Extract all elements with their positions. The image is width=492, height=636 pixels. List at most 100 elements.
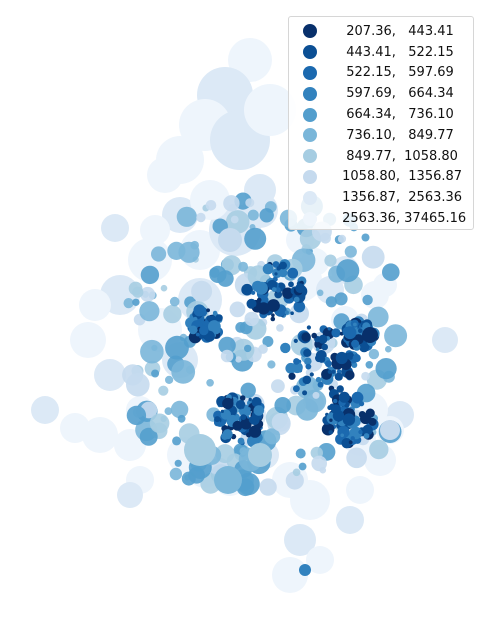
legend-swatch-icon bbox=[303, 65, 317, 80]
region-shape bbox=[221, 432, 229, 440]
region-shape bbox=[276, 324, 284, 332]
legend-swatch-icon bbox=[303, 45, 317, 60]
region-shape bbox=[362, 294, 373, 306]
region-shape bbox=[218, 336, 236, 355]
region-shape bbox=[353, 322, 357, 327]
region-shape bbox=[331, 369, 336, 374]
legend-entry: 207.36, 443.41 bbox=[289, 21, 473, 42]
region-shape bbox=[368, 348, 380, 360]
region-shape bbox=[209, 265, 227, 283]
region-shape bbox=[140, 339, 164, 364]
region-shape bbox=[264, 428, 281, 445]
region-shape bbox=[358, 328, 363, 334]
region-shape bbox=[288, 372, 296, 380]
region-shape bbox=[223, 195, 240, 212]
legend-label: 522.15, 597.69 bbox=[338, 65, 454, 81]
legend-entry: 597.69, 664.34 bbox=[289, 83, 473, 104]
region-shape bbox=[200, 311, 205, 316]
region-shape bbox=[276, 266, 281, 271]
region-shape bbox=[181, 471, 196, 486]
region-shape bbox=[342, 413, 356, 426]
region-shape bbox=[271, 379, 285, 393]
region-shape bbox=[258, 344, 268, 354]
legend-swatch-icon bbox=[303, 211, 317, 226]
region-shape bbox=[238, 261, 249, 272]
region-shape bbox=[385, 345, 392, 353]
region-shape bbox=[271, 413, 291, 432]
legend-swatch-icon bbox=[303, 190, 317, 205]
region-shape bbox=[94, 359, 126, 391]
region-shape bbox=[341, 438, 352, 449]
legend-entry: 443.41, 522.15 bbox=[289, 42, 473, 63]
legend-label: 597.69, 664.34 bbox=[338, 86, 454, 102]
region-shape bbox=[302, 390, 308, 396]
region-shape bbox=[253, 306, 258, 311]
legend-label: 1058.80, 1356.87 bbox=[338, 169, 463, 185]
region-shape bbox=[221, 255, 242, 276]
high-density-regions bbox=[184, 228, 400, 576]
legend-swatch-icon bbox=[303, 149, 317, 164]
region-shape bbox=[251, 290, 256, 295]
region-shape bbox=[244, 227, 267, 250]
region-shape bbox=[160, 284, 168, 292]
legend-label: 443.41, 522.15 bbox=[338, 44, 454, 60]
legend-entry: 736.10, 849.77 bbox=[289, 125, 473, 146]
region-shape bbox=[165, 375, 174, 384]
region-shape bbox=[325, 296, 337, 308]
region-shape bbox=[262, 263, 274, 275]
region-shape bbox=[240, 404, 245, 409]
region-shape bbox=[239, 395, 246, 401]
region-shape bbox=[222, 397, 234, 410]
legend-swatch-icon bbox=[303, 169, 317, 184]
legend-entry: 1356.87, 2563.36 bbox=[289, 187, 473, 208]
region-shape bbox=[275, 287, 281, 293]
region-shape bbox=[169, 296, 180, 307]
region-shape bbox=[351, 339, 360, 348]
region-shape bbox=[259, 478, 277, 496]
region-shape bbox=[359, 401, 365, 407]
region-shape bbox=[274, 272, 278, 276]
region-shape bbox=[311, 332, 318, 339]
region-shape bbox=[184, 434, 216, 466]
legend-swatch-icon bbox=[303, 107, 317, 122]
legend-swatch-icon bbox=[303, 128, 317, 143]
region-shape bbox=[280, 342, 291, 354]
region-shape bbox=[256, 297, 262, 303]
region-shape bbox=[298, 462, 307, 471]
region-shape bbox=[206, 315, 212, 322]
legend-label: 849.77, 1058.80 bbox=[338, 148, 458, 164]
region-shape bbox=[248, 425, 262, 438]
region-shape bbox=[367, 306, 389, 328]
region-shape bbox=[350, 436, 355, 441]
region-shape bbox=[369, 439, 389, 460]
region-shape bbox=[348, 440, 353, 445]
region-shape bbox=[230, 215, 239, 224]
region-shape bbox=[31, 396, 59, 424]
region-shape bbox=[360, 413, 371, 425]
region-shape bbox=[324, 254, 337, 267]
legend-label: 207.36, 443.41 bbox=[338, 23, 454, 39]
region-shape bbox=[178, 241, 200, 263]
region-shape bbox=[79, 289, 111, 321]
region-shape bbox=[255, 281, 268, 295]
region-shape bbox=[304, 350, 312, 357]
region-shape bbox=[193, 304, 206, 317]
region-shape bbox=[171, 360, 196, 384]
region-shape bbox=[215, 314, 223, 322]
region-shape bbox=[190, 180, 230, 220]
region-shape bbox=[212, 310, 218, 316]
region-shape bbox=[140, 265, 160, 285]
region-shape bbox=[361, 245, 385, 269]
region-shape bbox=[132, 286, 144, 298]
legend-entry: 2563.36, 37465.16 bbox=[289, 208, 473, 229]
region-shape bbox=[240, 414, 247, 420]
region-shape bbox=[214, 416, 221, 423]
region-shape bbox=[292, 468, 301, 477]
legend-entry: 849.77, 1058.80 bbox=[289, 146, 473, 167]
region-shape bbox=[220, 349, 234, 363]
region-shape bbox=[306, 546, 334, 574]
region-shape bbox=[271, 313, 275, 318]
region-shape bbox=[346, 447, 367, 469]
region-shape bbox=[321, 343, 329, 351]
region-shape bbox=[279, 261, 287, 270]
